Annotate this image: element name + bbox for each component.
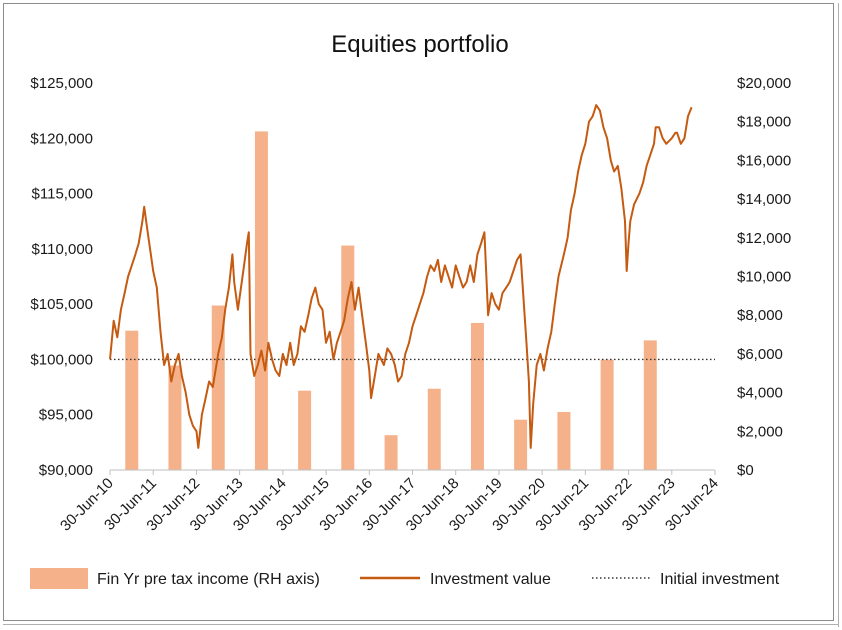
right-axis-tick-label: $8,000 xyxy=(737,307,783,324)
right-axis-tick-label: $4,000 xyxy=(737,385,783,402)
right-axis-tick-label: $6,000 xyxy=(737,346,783,363)
legend-label-initial: Initial investment xyxy=(660,571,780,588)
left-axis-tick-label: $115,000 xyxy=(32,186,93,203)
legend-label-value: Investment value xyxy=(430,571,551,588)
page-edge-right xyxy=(838,3,839,627)
income-bar xyxy=(600,359,614,470)
legend: Fin Yr pre tax income (RH axis) Investme… xyxy=(30,568,780,589)
chart-frame xyxy=(3,3,834,621)
left-axis: $90,000 $95,000 $100,000 $105,000 $110,000 $1… xyxy=(30,75,93,479)
right-axis-tick-label: $16,000 xyxy=(737,152,791,169)
left-axis-tick-label: $105,000 xyxy=(30,296,93,313)
income-bar xyxy=(254,131,268,470)
income-bar xyxy=(341,245,355,470)
income-bars xyxy=(125,131,657,470)
right-axis-tick-label: $0 xyxy=(737,462,754,479)
x-axis: 30-Jun-1030-Jun-1130-Jun-1230-Jun-1330-J… xyxy=(57,470,722,535)
income-bar xyxy=(427,388,441,470)
right-axis-tick-label: $18,000 xyxy=(737,114,791,131)
income-bar xyxy=(514,419,528,470)
right-axis-tick-label: $12,000 xyxy=(737,230,791,247)
right-axis-tick-label: $10,000 xyxy=(737,269,791,286)
chart-title: Equities portfolio xyxy=(331,31,508,58)
right-axis: $0 $2,000 $4,000 $6,000 $8,000 $10,000 $12,000… xyxy=(737,75,791,479)
legend-label-income: Fin Yr pre tax income (RH axis) xyxy=(97,571,320,588)
left-axis-tick-label: $120,000 xyxy=(30,130,93,147)
income-bar xyxy=(168,365,182,470)
income-bar xyxy=(470,322,484,470)
income-bar xyxy=(557,411,571,470)
right-axis-tick-label: $20,000 xyxy=(737,75,791,92)
income-bar xyxy=(125,330,139,470)
page-edge-bottom xyxy=(3,624,839,625)
left-axis-tick-label: $110,000 xyxy=(32,241,93,258)
right-axis-tick-label: $14,000 xyxy=(737,191,791,208)
income-bar xyxy=(211,305,225,470)
income-bar xyxy=(643,340,657,470)
right-axis-tick-label: $2,000 xyxy=(737,423,783,440)
left-axis-tick-label: $95,000 xyxy=(39,407,93,424)
legend-swatch-income xyxy=(30,568,88,589)
income-bar xyxy=(298,390,312,470)
left-axis-tick-label: $90,000 xyxy=(39,462,93,479)
income-bar xyxy=(384,435,398,470)
left-axis-tick-label: $100,000 xyxy=(30,351,93,368)
left-axis-tick-label: $125,000 xyxy=(30,75,93,92)
investment-value-line xyxy=(109,104,693,449)
